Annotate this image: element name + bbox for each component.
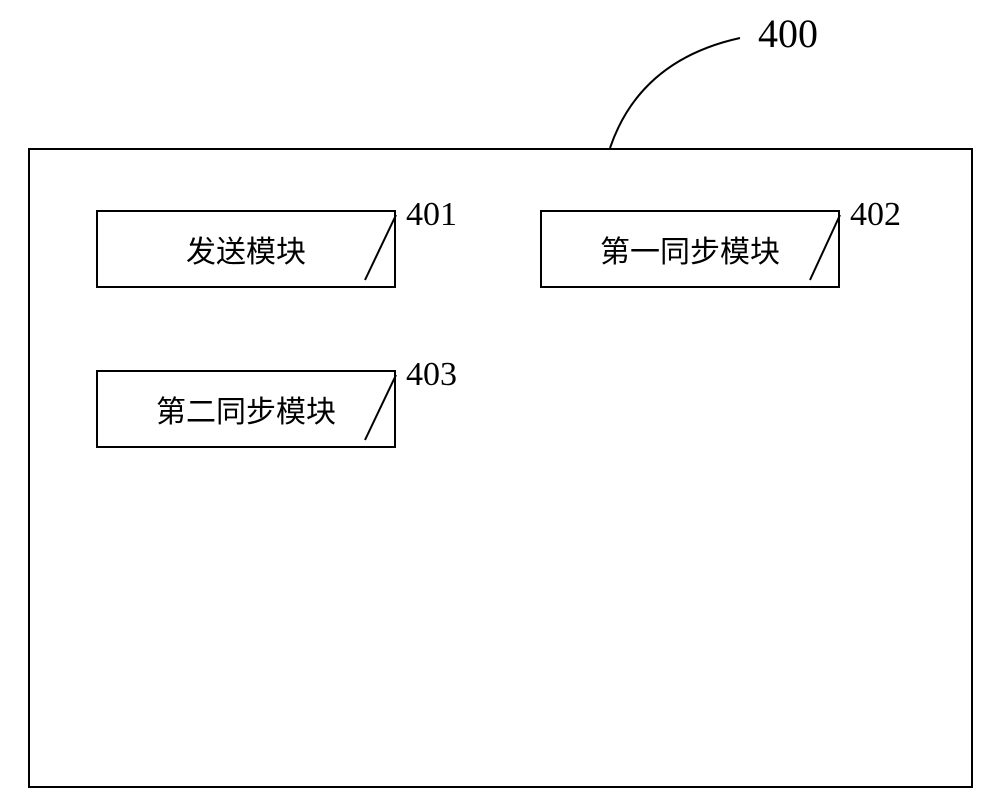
module-label-m403: 403 (406, 356, 457, 394)
module-box-m402: 第一同步模块 (540, 210, 840, 288)
module-text: 发送模块 (186, 227, 306, 271)
module-box-m403: 第二同步模块 (96, 370, 396, 448)
module-label-m402: 402 (850, 196, 901, 234)
module-text: 第二同步模块 (156, 387, 336, 431)
diagram-canvas: 400 发送模块 401 第一同步模块 402 第二同步模块 403 (0, 0, 1000, 807)
module-label-m401: 401 (406, 196, 457, 234)
module-text: 第一同步模块 (600, 227, 780, 271)
outer-label: 400 (758, 10, 818, 57)
module-box-m401: 发送模块 (96, 210, 396, 288)
